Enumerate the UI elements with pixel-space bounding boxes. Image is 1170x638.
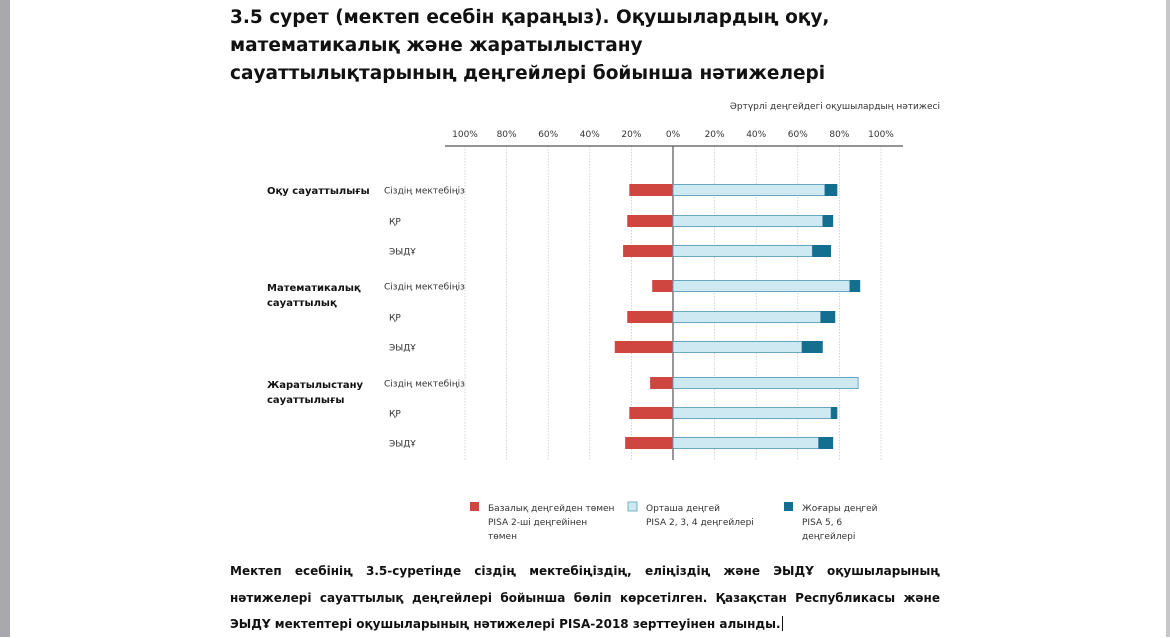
row-label: ҚР xyxy=(389,410,401,420)
figure-title-line-3: сауаттылықтарының деңгейлері бойынша нәт… xyxy=(230,63,826,84)
bar-middle xyxy=(672,437,820,449)
figure-caption: Мектеп есебінің 3.5-суретінде сіздің мек… xyxy=(230,558,940,638)
row-label: ЭЫДҰ xyxy=(389,344,416,354)
x-tick-label: 80% xyxy=(829,130,849,140)
bar-below-basic xyxy=(625,437,673,449)
legend-swatch xyxy=(784,502,793,511)
bar-high xyxy=(801,341,823,353)
figure-title: 3.5 сурет (мектеп есебін қараңыз). Оқушы… xyxy=(230,4,950,88)
x-tick-label: 100% xyxy=(868,130,894,140)
bar-below-basic xyxy=(629,407,673,419)
group-label: Математикалық xyxy=(267,283,361,294)
row-label: ЭЫДҰ xyxy=(389,248,416,258)
bar-high xyxy=(822,215,834,227)
x-tick-label: 20% xyxy=(621,130,641,140)
legend-label: Орташа деңгей xyxy=(646,504,720,514)
legend-swatch xyxy=(470,502,479,511)
page-edge-right xyxy=(1166,0,1170,637)
bar-middle xyxy=(672,215,824,227)
bar-high xyxy=(818,437,834,449)
page-edge-left xyxy=(0,0,10,637)
row-label: ҚР xyxy=(389,314,401,324)
text-cursor xyxy=(781,616,783,631)
bar-middle xyxy=(672,184,826,196)
x-tick-label: 40% xyxy=(580,130,600,140)
bar-high xyxy=(812,245,832,257)
bar-middle xyxy=(672,407,832,419)
row-label: ҚР xyxy=(389,218,401,228)
bar-below-basic xyxy=(627,311,673,323)
bar-below-basic xyxy=(627,215,673,227)
bar-middle xyxy=(672,311,822,323)
legend-label: төмен xyxy=(488,532,517,542)
row-label: Сіздің мектебіңіз xyxy=(384,187,465,197)
figure-title-line-1: 3.5 сурет (мектеп есебін қараңыз). Оқушы… xyxy=(230,7,830,28)
legend-label: PISA 2-ші деңгейінен xyxy=(488,518,587,528)
bar-high xyxy=(831,407,838,419)
legend-swatch xyxy=(627,501,638,512)
bar-high xyxy=(849,280,861,292)
x-tick-label: 60% xyxy=(788,130,808,140)
figure-title-line-2: математикалық және жаратылыстану xyxy=(230,35,643,56)
legend-label: PISA 5, 6 xyxy=(802,518,842,528)
bar-high xyxy=(824,184,838,196)
row-label: Сіздің мектебіңіз xyxy=(384,283,465,293)
bar-below-basic xyxy=(629,184,673,196)
group-label: сауаттылық xyxy=(267,298,337,309)
x-tick-label: 0% xyxy=(666,130,681,140)
chart-subtitle: Әртүрлі деңгейдегі оқушылардың нәтижесі xyxy=(730,102,940,112)
group-label: сауаттылығы xyxy=(267,395,344,406)
bar-below-basic xyxy=(614,341,673,353)
row-label: ЭЫДҰ xyxy=(389,440,416,450)
x-tick-label: 20% xyxy=(705,130,725,140)
row-label: Сіздің мектебіңіз xyxy=(384,380,465,390)
bar-below-basic xyxy=(650,377,673,389)
legend-label: Базалық деңгейден төмен xyxy=(488,504,615,514)
x-tick-label: 40% xyxy=(746,130,766,140)
x-tick-label: 80% xyxy=(497,130,517,140)
bar-below-basic xyxy=(652,280,673,292)
caption-text: Мектеп есебінің 3.5-суретінде сіздің мек… xyxy=(230,564,940,631)
x-tick-label: 100% xyxy=(452,130,478,140)
group-label: Оқу сауаттылығы xyxy=(267,186,370,197)
group-label: Жаратылыстану xyxy=(267,380,363,391)
bar-middle xyxy=(672,280,851,292)
x-tick-label: 60% xyxy=(538,130,558,140)
bar-below-basic xyxy=(623,245,673,257)
bar-middle xyxy=(672,377,859,389)
bar-middle xyxy=(672,245,813,257)
bar-high xyxy=(820,311,836,323)
legend-label: деңгейлері xyxy=(802,532,855,542)
bar-middle xyxy=(672,341,803,353)
legend-label: PISA 2, 3, 4 деңгейлері xyxy=(646,518,754,528)
legend-label: Жоғары деңгей xyxy=(802,504,878,514)
